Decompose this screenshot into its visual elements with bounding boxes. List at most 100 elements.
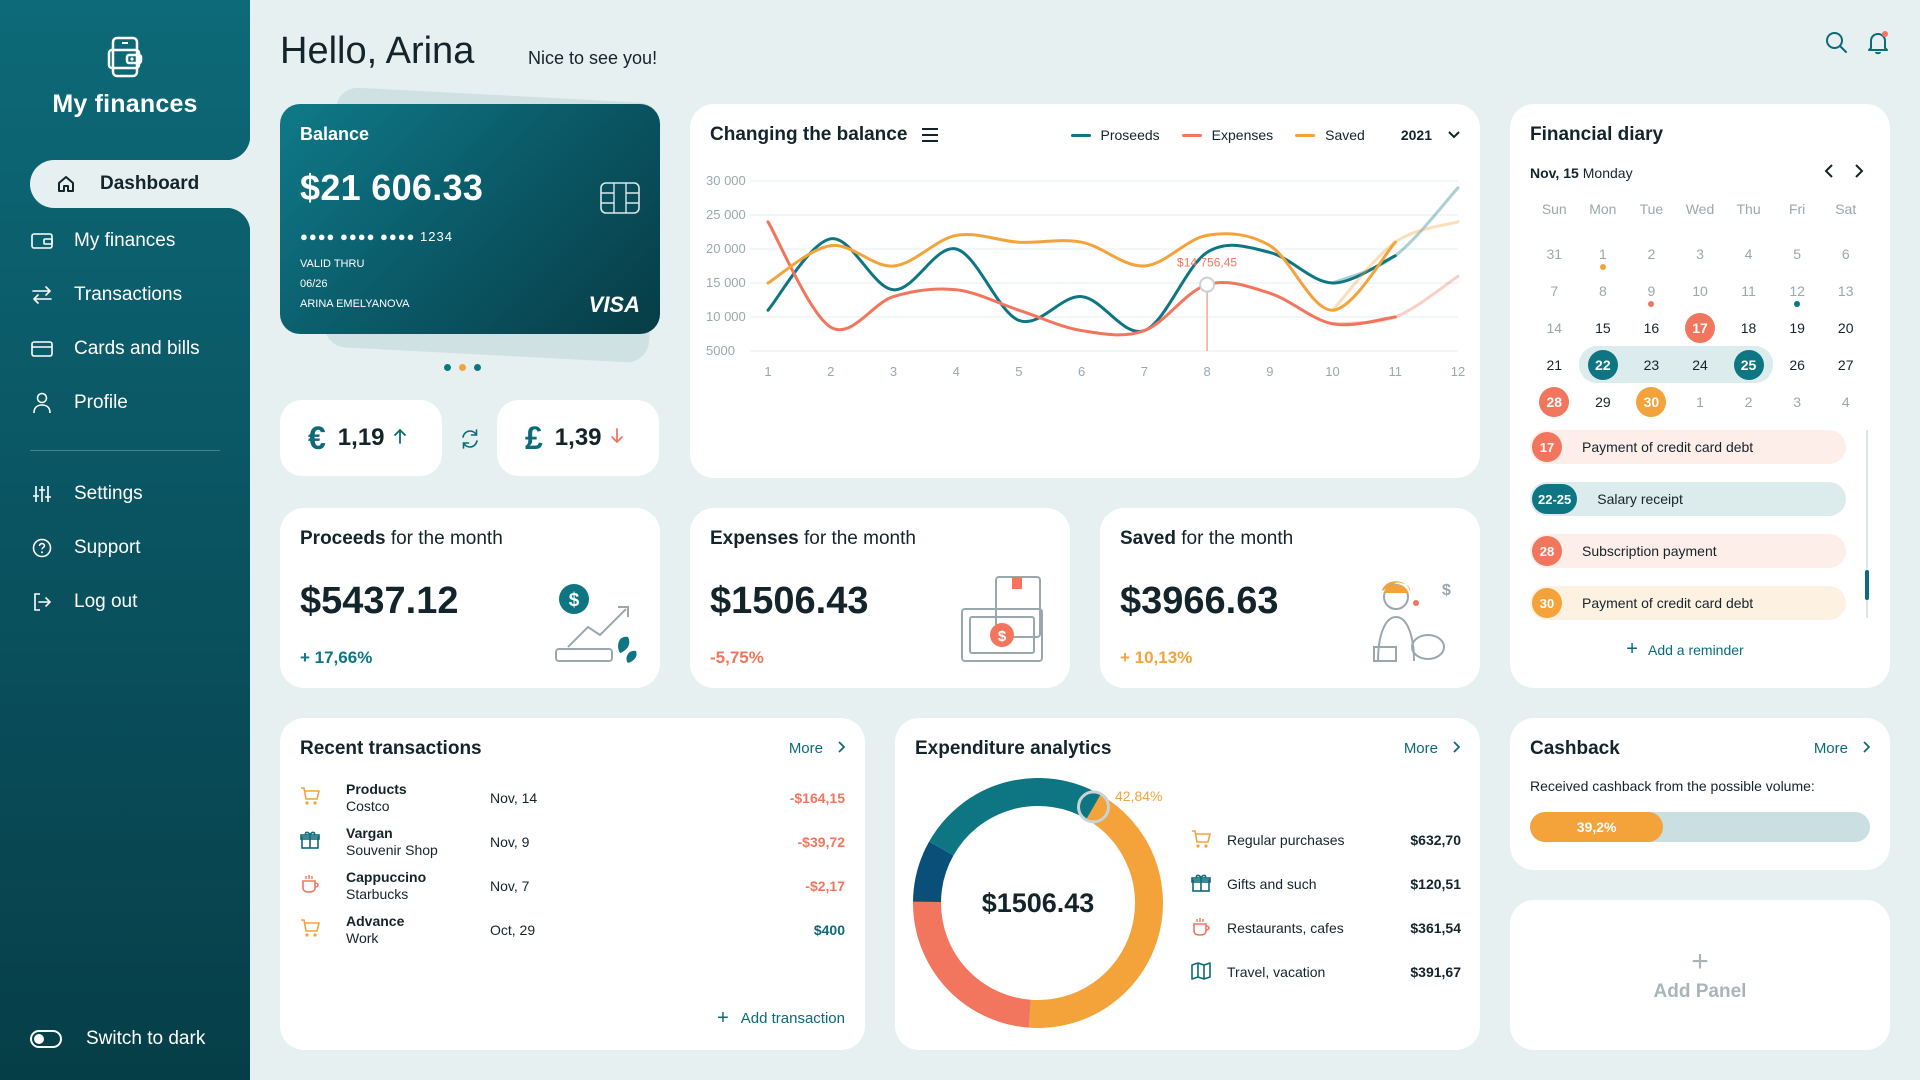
category-row[interactable]: Gifts and such $120,51 xyxy=(1191,872,1461,896)
euro-rate[interactable]: € 1,19 xyxy=(280,400,442,476)
calendar-day[interactable]: 31 xyxy=(1530,235,1579,272)
sidebar-item-transactions[interactable]: Transactions xyxy=(0,268,250,322)
calendar-day[interactable]: 11 xyxy=(1724,272,1773,309)
category-row[interactable]: Regular purchases $632,70 xyxy=(1191,828,1461,852)
calendar-day[interactable]: 25 xyxy=(1724,346,1773,383)
donut-segment-purchases[interactable] xyxy=(1028,794,1163,1028)
legend-expenses[interactable]: Expenses xyxy=(1181,127,1273,143)
balance-card[interactable]: Balance $21 606.33 ●●●● ●●●● ●●●● 1234 V… xyxy=(280,104,660,334)
calendar-day[interactable]: 7 xyxy=(1530,272,1579,309)
calendar-day[interactable]: 2 xyxy=(1627,235,1676,272)
transaction-row[interactable]: Advance Work Oct, 29 $400 xyxy=(300,910,845,950)
calendar-day[interactable]: 9 xyxy=(1627,272,1676,309)
calendar-day[interactable]: 3 xyxy=(1773,383,1822,420)
calendar-day[interactable]: 14 xyxy=(1530,309,1579,346)
calendar-day[interactable]: 5 xyxy=(1773,235,1822,272)
calendar-day[interactable]: 21 xyxy=(1530,346,1579,383)
sidebar-item-log-out[interactable]: Log out xyxy=(0,575,250,629)
calendar-day[interactable]: 1 xyxy=(1676,383,1725,420)
add-panel-button[interactable]: + Add Panel xyxy=(1510,900,1890,1050)
sidebar-item-dashboard[interactable]: Dashboard xyxy=(30,136,250,232)
calendar-day[interactable]: 4 xyxy=(1821,383,1870,420)
scrollbar-thumb[interactable] xyxy=(1865,570,1869,600)
calendar-day[interactable]: 6 xyxy=(1821,235,1870,272)
calendar-day[interactable]: 26 xyxy=(1773,346,1822,383)
sidebar-item-profile[interactable]: Profile xyxy=(0,376,250,430)
series-line-saved[interactable] xyxy=(766,232,1397,312)
donut-handle[interactable] xyxy=(1077,790,1110,824)
balance-label: Balance xyxy=(300,124,370,144)
add-transaction-button[interactable]: + Add transaction xyxy=(717,1007,845,1029)
series-line-expenses[interactable] xyxy=(766,220,1397,337)
reminder-item[interactable]: 30 Payment of credit card debt xyxy=(1530,586,1846,620)
bell-icon[interactable] xyxy=(1866,30,1890,56)
sidebar-item-support[interactable]: Support xyxy=(0,521,250,575)
legend-proseeds[interactable]: Proseeds xyxy=(1070,127,1160,143)
pagination-dot-active[interactable] xyxy=(459,364,466,371)
pagination-dot[interactable] xyxy=(474,364,481,371)
calendar-day[interactable]: 3 xyxy=(1676,235,1725,272)
calendar-day[interactable]: 8 xyxy=(1579,272,1628,309)
search-icon[interactable] xyxy=(1824,30,1848,56)
reminder-item[interactable]: 22-25 Salary receipt xyxy=(1530,482,1846,516)
category-row[interactable]: Restaurants, cafes $361,54 xyxy=(1191,916,1461,940)
calendar-day[interactable]: 23 xyxy=(1627,346,1676,383)
calendar-day[interactable]: 1 xyxy=(1579,235,1628,272)
calendar-day[interactable]: 15 xyxy=(1579,309,1628,346)
category-row[interactable]: Travel, vacation $391,67 xyxy=(1191,960,1461,984)
calendar-day[interactable]: 13 xyxy=(1821,272,1870,309)
donut-segment-gifts[interactable] xyxy=(913,841,954,903)
series-line-proseeds[interactable] xyxy=(766,237,1397,333)
calendar-day[interactable]: 10 xyxy=(1676,272,1725,309)
calendar-day[interactable]: 27 xyxy=(1821,346,1870,383)
swap-icon[interactable] xyxy=(459,428,481,455)
highlight-point[interactable] xyxy=(1199,276,1216,293)
proceeds-change: + 17,66% xyxy=(300,648,373,667)
donut-segment-travel[interactable] xyxy=(929,778,1101,856)
weekday-header: Tue xyxy=(1639,201,1664,217)
recent-more-link[interactable]: More xyxy=(789,740,846,757)
sidebar-item-my-finances[interactable]: My finances xyxy=(0,214,250,268)
transaction-name: Vargan Souvenir Shop xyxy=(346,825,438,858)
sidebar-item-settings[interactable]: Settings xyxy=(0,467,250,521)
transaction-row[interactable]: Products Costco Nov, 14 -$164,15 xyxy=(300,778,845,818)
reminder-item[interactable]: 17 Payment of credit card debt xyxy=(1530,430,1846,464)
calendar-day[interactable]: 22 xyxy=(1578,346,1628,383)
add-reminder-button[interactable]: + Add a reminder xyxy=(1626,638,1744,660)
year-select[interactable]: 2021 xyxy=(1401,127,1460,143)
chevron-left-icon[interactable] xyxy=(1824,162,1834,183)
donut-chart[interactable] xyxy=(913,778,1163,1028)
calendar-day[interactable]: 29 xyxy=(1579,383,1628,420)
donut-segment-restaurants[interactable] xyxy=(913,901,1032,1028)
calendar-day[interactable]: 24 xyxy=(1675,346,1725,383)
calendar-day[interactable]: 17 xyxy=(1676,309,1725,346)
calendar-day[interactable]: 30 xyxy=(1627,383,1676,420)
pound-rate[interactable]: £ 1,39 xyxy=(497,400,659,476)
transaction-row[interactable]: Vargan Souvenir Shop Nov, 9 -$39,72 xyxy=(300,822,845,862)
x-tick-label: 12 xyxy=(1451,364,1465,379)
pagination-dot[interactable] xyxy=(444,364,451,371)
cashback-more-link[interactable]: More xyxy=(1814,740,1871,757)
menu-icon[interactable] xyxy=(921,128,939,142)
expenses-change: -5,75% xyxy=(710,648,764,667)
x-tick-label: 6 xyxy=(1078,364,1085,379)
calendar-day[interactable]: 20 xyxy=(1821,309,1870,346)
calendar-day[interactable]: 4 xyxy=(1724,235,1773,272)
calendar-day[interactable]: 2 xyxy=(1724,383,1773,420)
chevron-right-icon[interactable] xyxy=(1854,162,1864,183)
calendar-day[interactable]: 18 xyxy=(1724,309,1773,346)
calendar-day[interactable]: 16 xyxy=(1627,309,1676,346)
reminder-item[interactable]: 28 Subscription payment xyxy=(1530,534,1846,568)
analytics-more-link[interactable]: More xyxy=(1404,740,1461,757)
transaction-row[interactable]: Cappuccino Starbucks Nov, 7 -$2,17 xyxy=(300,866,845,906)
dark-mode-switch[interactable]: Switch to dark xyxy=(30,1028,205,1050)
sidebar-item-cards-and-bills[interactable]: Cards and bills xyxy=(0,322,250,376)
calendar-day[interactable]: 28 xyxy=(1530,383,1579,420)
calendar-day-number: 4 xyxy=(1744,245,1753,262)
toggle-icon[interactable] xyxy=(30,1030,62,1048)
calendar-day[interactable]: 19 xyxy=(1773,309,1822,346)
reminders-scrollbar[interactable] xyxy=(1866,430,1868,618)
legend-saved[interactable]: Saved xyxy=(1295,127,1365,143)
calendar-day[interactable]: 12 xyxy=(1773,272,1822,309)
